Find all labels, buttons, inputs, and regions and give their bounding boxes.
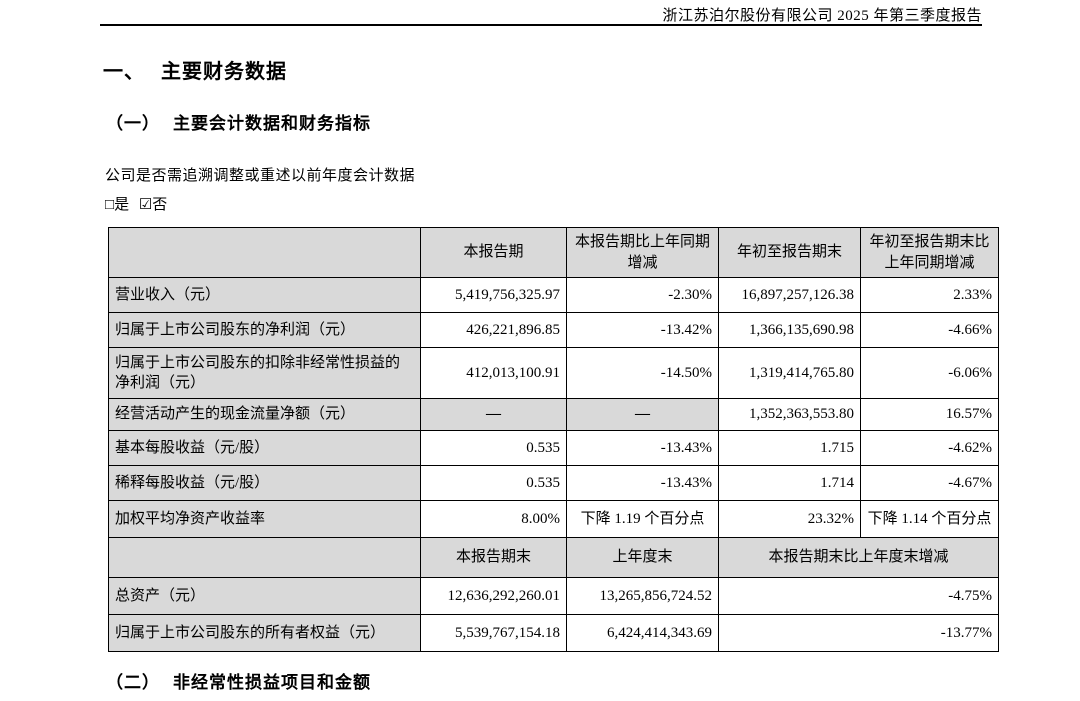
value-cell: 1.715 (718, 430, 861, 466)
value-cell: 1,319,414,765.80 (718, 347, 861, 399)
row-label-cell: 稀释每股收益（元/股） (108, 465, 421, 501)
row-label-cell: 归属于上市公司股东的净利润（元） (108, 312, 421, 348)
financial-indicators-table: 本报告期 本报告期比上年同期增减 年初至报告期末 年初至报告期末比上年同期增减 … (108, 227, 999, 652)
value-cell: -4.67% (860, 465, 999, 501)
table-row: 营业收入（元） 5,419,756,325.97 -2.30% 16,897,2… (108, 277, 999, 313)
value-cell: 412,013,100.91 (420, 347, 567, 399)
header-cell: 本报告期末 (420, 537, 567, 578)
row-label-cell: 归属于上市公司股东的扣除非经常性损益的净利润（元） (108, 347, 421, 399)
section-title-main: 一、 主要财务数据 (103, 55, 287, 84)
option-no: ☑否 (139, 197, 167, 213)
row-label-cell: 加权平均净资产收益率 (108, 500, 421, 538)
row-label-cell: 总资产（元） (108, 577, 421, 615)
header-cell (108, 537, 421, 578)
option-yes: □是 (105, 197, 129, 213)
value-cell: 8.00% (420, 500, 567, 538)
section-number: 一、 (103, 61, 145, 83)
header-cell: 年初至报告期末比上年同期增减 (860, 227, 999, 278)
value-cell: 1,352,363,553.80 (718, 398, 861, 431)
value-cell: 5,539,767,154.18 (420, 614, 567, 652)
header-cell: 本报告期末比上年度末增减 (718, 537, 999, 578)
table-row: 基本每股收益（元/股） 0.535 -13.43% 1.715 -4.62% (108, 430, 999, 466)
restatement-question: 公司是否需追溯调整或重述以前年度会计数据 (105, 168, 416, 184)
value-cell: 12,636,292,260.01 (420, 577, 567, 615)
value-cell: -13.42% (566, 312, 719, 348)
header-cell (108, 227, 421, 278)
header-cell: 年初至报告期末 (718, 227, 861, 278)
value-cell: -2.30% (566, 277, 719, 313)
value-cell: -4.75% (718, 577, 999, 615)
option-yes-label: 是 (114, 197, 130, 213)
table-row: 归属于上市公司股东的净利润（元） 426,221,896.85 -13.42% … (108, 312, 999, 348)
value-cell-empty: — (420, 398, 567, 431)
value-cell: 1.714 (718, 465, 861, 501)
section-title-text: 主要财务数据 (161, 61, 287, 83)
doc-header: 浙江苏泊尔股份有限公司 2025 年第三季度报告 (0, 4, 982, 25)
table-row: 加权平均净资产收益率 8.00% 下降 1.19 个百分点 23.32% 下降 … (108, 500, 999, 538)
table-header-row-2: 本报告期末 上年度末 本报告期末比上年度末增减 (108, 537, 999, 578)
value-cell: 1,366,135,690.98 (718, 312, 861, 348)
option-no-label: 否 (152, 197, 168, 213)
doc-header-text: 浙江苏泊尔股份有限公司 2025 年第三季度报告 (662, 8, 982, 24)
value-cell: -13.43% (566, 465, 719, 501)
value-cell: -13.43% (566, 430, 719, 466)
value-cell: -4.66% (860, 312, 999, 348)
subsection-title-1: （一） 主要会计数据和财务指标 (106, 109, 371, 134)
subsection-title-2: （二） 非经常性损益项目和金额 (106, 668, 371, 693)
value-cell: -13.77% (718, 614, 999, 652)
subsection-title-text: 主要会计数据和财务指标 (173, 114, 371, 133)
subsection-title-2-text: 非经常性损益项目和金额 (173, 673, 371, 692)
value-cell: 下降 1.19 个百分点 (566, 500, 719, 538)
value-cell: -14.50% (566, 347, 719, 399)
table-row: 归属于上市公司股东的所有者权益（元） 5,539,767,154.18 6,42… (108, 614, 999, 652)
table-row: 归属于上市公司股东的扣除非经常性损益的净利润（元） 412,013,100.91… (108, 347, 999, 399)
row-label-cell: 归属于上市公司股东的所有者权益（元） (108, 614, 421, 652)
header-cell: 上年度末 (566, 537, 719, 578)
value-cell-empty: — (566, 398, 719, 431)
value-cell: 13,265,856,724.52 (566, 577, 719, 615)
restatement-options: □是 ☑否 (105, 193, 173, 214)
value-cell: 下降 1.14 个百分点 (860, 500, 999, 538)
value-cell: 6,424,414,343.69 (566, 614, 719, 652)
value-cell: 0.535 (420, 430, 567, 466)
table-header-row-1: 本报告期 本报告期比上年同期增减 年初至报告期末 年初至报告期末比上年同期增减 (108, 227, 999, 278)
header-rule (100, 24, 982, 26)
value-cell: 0.535 (420, 465, 567, 501)
header-cell: 本报告期 (420, 227, 567, 278)
row-label-cell: 营业收入（元） (108, 277, 421, 313)
checkbox-checked-icon: ☑ (138, 197, 153, 213)
checkbox-unchecked-icon: □ (105, 197, 115, 213)
value-cell: 2.33% (860, 277, 999, 313)
value-cell: 23.32% (718, 500, 861, 538)
table-row: 总资产（元） 12,636,292,260.01 13,265,856,724.… (108, 577, 999, 615)
subsection-number: （一） (106, 114, 160, 133)
value-cell: 426,221,896.85 (420, 312, 567, 348)
value-cell: -6.06% (860, 347, 999, 399)
row-label-cell: 经营活动产生的现金流量净额（元） (108, 398, 421, 431)
header-cell: 本报告期比上年同期增减 (566, 227, 719, 278)
table-row: 经营活动产生的现金流量净额（元） — — 1,352,363,553.80 16… (108, 398, 999, 431)
value-cell: 16.57% (860, 398, 999, 431)
row-label-cell: 基本每股收益（元/股） (108, 430, 421, 466)
table-row: 稀释每股收益（元/股） 0.535 -13.43% 1.714 -4.67% (108, 465, 999, 501)
value-cell: -4.62% (860, 430, 999, 466)
value-cell: 16,897,257,126.38 (718, 277, 861, 313)
value-cell: 5,419,756,325.97 (420, 277, 567, 313)
subsection-number-2: （二） (106, 673, 160, 692)
